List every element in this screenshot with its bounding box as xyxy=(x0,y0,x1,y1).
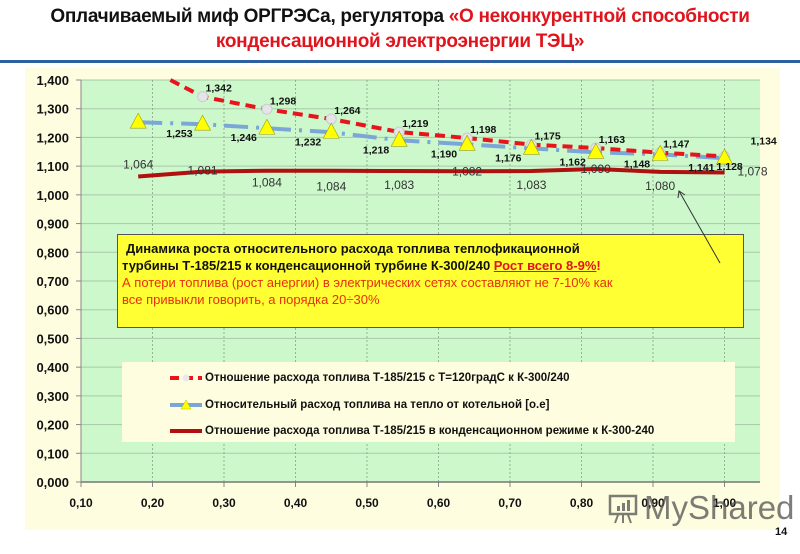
x-tick-label: 0,40 xyxy=(284,496,308,510)
x-tick-label: 0,50 xyxy=(355,496,379,510)
data-label-condensing: 1,082 xyxy=(452,164,482,178)
annotation-line-2-prefix: турбины Т-185/215 к конденсационной турб… xyxy=(122,258,494,273)
annotation-box: Динамика роста относительного расхода то… xyxy=(117,234,744,328)
growth-highlight: Рост всего 8-9% xyxy=(493,258,597,273)
x-tick-label: 0,20 xyxy=(141,496,165,510)
data-label-heating: 1,219 xyxy=(402,118,428,130)
y-tick-label: 1,000 xyxy=(36,188,69,203)
series-line-condensing xyxy=(138,167,725,179)
data-label-heating: 1,147 xyxy=(663,139,689,151)
data-label-condensing: 1,090 xyxy=(581,162,611,176)
data-label-condensing: 1,084 xyxy=(316,180,346,194)
data-label-condensing: 1,083 xyxy=(516,178,546,192)
annotation-line-4: все привыкли говорить, а порядка 20÷30% xyxy=(122,292,380,307)
triangle-marker-icon xyxy=(522,138,540,155)
legend-item-blue-dashdot: Относительный расход топлива на тепло от… xyxy=(170,396,549,414)
y-tick-label: 0,200 xyxy=(36,418,69,433)
watermark-text: MyShared xyxy=(644,489,795,526)
x-tick-label: 0,60 xyxy=(427,496,451,510)
circle-marker-icon xyxy=(261,103,273,115)
triangle-marker-icon xyxy=(651,144,669,161)
triangle-marker-icon xyxy=(458,134,476,151)
x-tick-label: 0,80 xyxy=(570,496,594,510)
legend-label-3: Отношение расхода топлива Т-185/215 в ко… xyxy=(205,425,655,437)
presentation-board-icon xyxy=(608,494,638,524)
y-tick-label: 1,300 xyxy=(36,102,69,117)
triangle-marker-icon xyxy=(390,130,408,147)
y-tick-label: 0,700 xyxy=(36,274,69,289)
data-label-boiler: 1,141 xyxy=(688,162,714,174)
series-line-boiler xyxy=(138,120,725,161)
page-number: 14 xyxy=(775,526,788,538)
red-dashed-circle-swatch-icon xyxy=(170,374,202,382)
y-tick-label: 0,400 xyxy=(36,360,69,375)
y-tick-label: 1,100 xyxy=(36,159,69,174)
triangle-marker-icon xyxy=(716,148,733,165)
data-label-boiler: 1,190 xyxy=(431,148,457,160)
triangle-marker-icon xyxy=(587,142,605,159)
x-tick-label: 0,30 xyxy=(212,496,236,510)
title-red-part-1: «О неконкурентной способности xyxy=(448,6,750,27)
title-black-part: Оплачиваемый миф ОРГРЭСа, регулятора xyxy=(50,6,449,27)
triangle-marker-icon xyxy=(258,118,276,135)
annotation-line-2: турбины Т-185/215 к конденсационной турб… xyxy=(122,257,739,274)
exclamation: ! xyxy=(596,258,601,273)
y-tick-label: 0,900 xyxy=(36,217,69,232)
y-tick-label: 0,600 xyxy=(36,303,69,318)
chart-legend: Отношение расхода топлива Т-185/215 с Т=… xyxy=(122,362,735,442)
triangle-marker-icon xyxy=(129,112,147,129)
data-label-heating: 1,264 xyxy=(334,105,360,117)
annotation-line-3: А потери топлива (рост анергии) в электр… xyxy=(122,275,613,290)
data-label-heating: 1,175 xyxy=(534,131,560,143)
legend-label-2: Относительный расход топлива на тепло от… xyxy=(205,399,550,411)
data-label-heating: 1,298 xyxy=(270,95,296,107)
data-label-boiler: 1,253 xyxy=(166,128,192,140)
data-label-boiler: 1,162 xyxy=(560,156,586,168)
data-label-heating: 1,134 xyxy=(751,135,777,147)
data-label-heating: 1,163 xyxy=(599,134,625,146)
y-tick-label: 1,200 xyxy=(36,130,69,145)
y-tick-label: 0,500 xyxy=(36,331,69,346)
darkred-line-swatch-icon xyxy=(170,429,202,433)
x-tick-label: 0,90 xyxy=(641,496,665,510)
blue-triangle-swatch-icon xyxy=(170,399,202,410)
annotation-line-1: Динамика роста относительного расхода то… xyxy=(126,241,580,256)
data-label-condensing: 1,080 xyxy=(645,179,675,193)
slide-title: Оплачиваемый миф ОРГРЭСа, регулятора «О … xyxy=(0,4,800,54)
y-tick-label: 0,800 xyxy=(36,245,69,260)
legend-item-red-dashed: Отношение расхода топлива Т-185/215 с Т=… xyxy=(170,369,570,387)
data-label-heating: 1,198 xyxy=(470,124,496,136)
circle-marker-icon xyxy=(197,91,209,103)
y-tick-label: 1,400 xyxy=(36,73,69,88)
data-label-condensing: 1,083 xyxy=(384,178,414,192)
data-label-boiler: 1,246 xyxy=(231,132,257,144)
x-tick-label: 0,10 xyxy=(69,496,93,510)
data-label-heating: 1,342 xyxy=(206,83,232,95)
series-line-heating xyxy=(169,78,725,159)
data-label-boiler: 1,232 xyxy=(295,136,321,148)
data-label-condensing: 1,081 xyxy=(188,164,218,178)
x-tick-label: 0,70 xyxy=(498,496,522,510)
legend-label-1: Отношение расхода топлива Т-185/215 с Т=… xyxy=(205,372,570,384)
y-tick-label: 0,000 xyxy=(36,475,69,490)
data-label-boiler: 1,176 xyxy=(495,152,521,164)
data-label-extra: 1,128 xyxy=(717,161,743,173)
legend-item-darkred-solid: Отношение расхода топлива Т-185/215 в ко… xyxy=(170,422,654,440)
y-tick-label: 0,100 xyxy=(36,446,69,461)
data-label-boiler: 1,218 xyxy=(363,144,389,156)
triangle-marker-icon xyxy=(194,114,212,131)
data-label-boiler: 1,148 xyxy=(624,158,650,170)
title-red-part-2: конденсационной электроэнергии ТЭЦ» xyxy=(215,31,585,52)
x-tick-label: 1,00 xyxy=(713,496,737,510)
title-divider xyxy=(0,60,800,63)
triangle-marker-icon xyxy=(322,122,340,139)
y-tick-label: 0,300 xyxy=(36,389,69,404)
watermark: MyShared xyxy=(607,489,794,527)
data-label-condensing: 1,084 xyxy=(252,176,282,190)
data-label-condensing: 1,078 xyxy=(737,164,767,178)
data-label-condensing: 1,064 xyxy=(123,157,153,171)
